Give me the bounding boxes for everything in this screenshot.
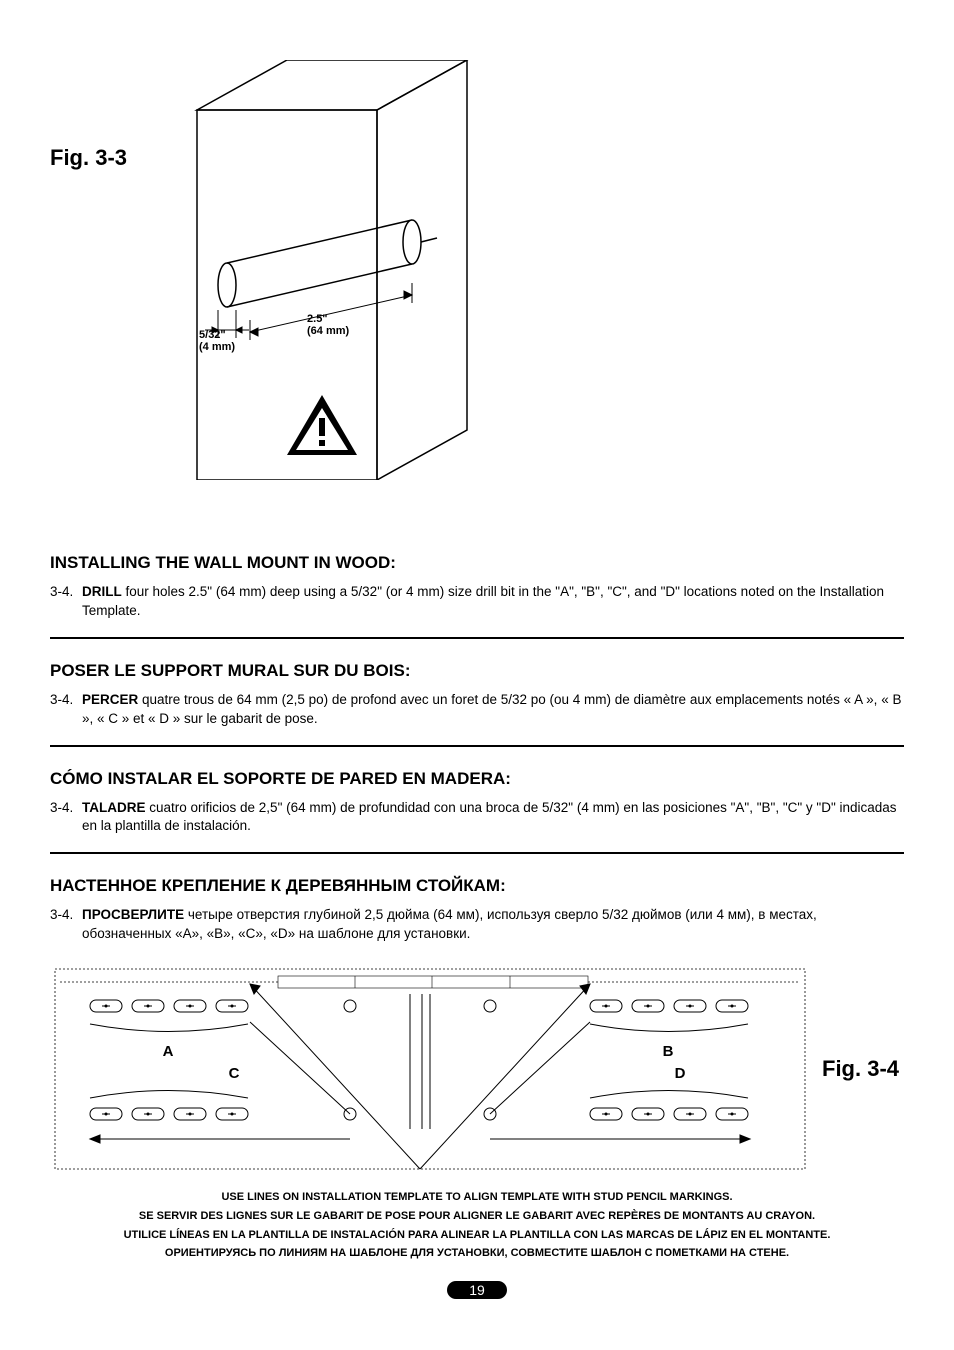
figure-3-4: A B C D [50,964,904,1174]
divider [50,745,904,747]
section-es: CÓMO INSTALAR EL SOPORTE DE PARED EN MAD… [50,769,904,837]
figure-3-3-diagram: 2.5" (64 mm) 5/32" (4 mm) [157,60,517,531]
svg-text:C: C [229,1065,240,1082]
caption-en: USE LINES ON INSTALLATION TEMPLATE TO AL… [50,1188,904,1207]
caption-es: UTILICE LÍNEAS EN LA PLANTILLA DE INSTAL… [50,1226,904,1245]
step-en-body: DRILL four holes 2.5" (64 mm) deep using… [82,583,904,621]
step-fr-num: 3-4. [50,691,82,729]
dim-dia-mm: (4 mm) [199,341,235,353]
step-fr-body: PERCER quatre trous de 64 mm (2,5 po) de… [82,691,904,729]
captions: USE LINES ON INSTALLATION TEMPLATE TO AL… [50,1188,904,1263]
step-en-num: 3-4. [50,583,82,621]
step-ru-body: ПРОСВЕРЛИТЕ четыре отверстия глубиной 2,… [82,906,904,944]
section-ru-title: НАСТЕННОЕ КРЕПЛЕНИЕ К ДЕРЕВЯННЫМ СТОЙКАМ… [50,876,904,896]
figure-3-4-diagram: A B C D [50,964,810,1174]
step-es-num: 3-4. [50,799,82,837]
step-es-body: TALADRE cuatro orificios de 2,5" (64 mm)… [82,799,904,837]
svg-text:D: D [675,1065,686,1082]
figure-3-3: Fig. 3-3 [50,60,904,531]
section-en: INSTALLING THE WALL MOUNT IN WOOD: 3-4. … [50,553,904,621]
svg-text:A: A [163,1043,174,1060]
figure-3-3-label: Fig. 3-3 [50,145,127,171]
divider [50,852,904,854]
section-fr-title: POSER LE SUPPORT MURAL SUR DU BOIS: [50,661,904,681]
svg-text:B: B [663,1043,674,1060]
caption-ru: ОРИЕНТИРУЯСЬ ПО ЛИНИЯМ НА ШАБЛОНЕ ДЛЯ УС… [50,1244,904,1263]
section-ru: НАСТЕННОЕ КРЕПЛЕНИЕ К ДЕРЕВЯННЫМ СТОЙКАМ… [50,876,904,944]
step-ru-num: 3-4. [50,906,82,944]
dim-dia-in: 5/32" [199,329,226,341]
dim-depth-in: 2.5" [307,313,328,325]
section-fr: POSER LE SUPPORT MURAL SUR DU BOIS: 3-4.… [50,661,904,729]
divider [50,637,904,639]
section-en-title: INSTALLING THE WALL MOUNT IN WOOD: [50,553,904,573]
figure-3-4-label: Fig. 3-4 [822,1056,899,1082]
section-es-title: CÓMO INSTALAR EL SOPORTE DE PARED EN MAD… [50,769,904,789]
caption-fr: SE SERVIR DES LIGNES SUR LE GABARIT DE P… [50,1207,904,1226]
page-number: 19 [447,1281,507,1299]
